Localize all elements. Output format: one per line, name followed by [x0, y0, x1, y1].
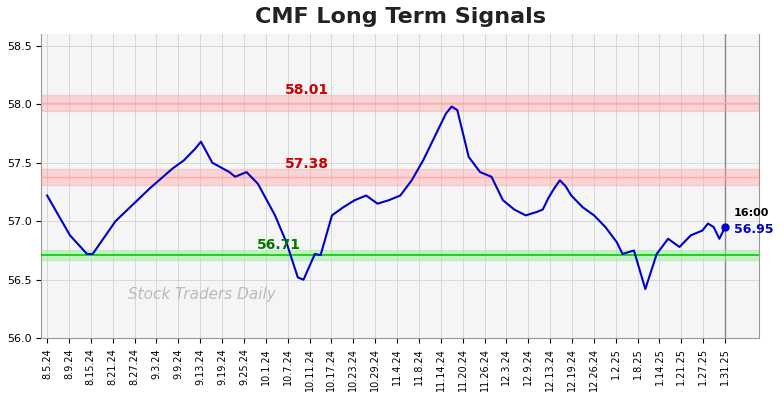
Text: 56.71: 56.71 [256, 238, 300, 252]
Bar [42, 169, 759, 185]
Text: 16:00: 16:00 [734, 208, 769, 218]
Bar [42, 95, 759, 111]
Text: Stock Traders Daily: Stock Traders Daily [128, 287, 275, 302]
Bar [42, 250, 759, 260]
Text: 56.95: 56.95 [734, 223, 773, 236]
Text: 58.01: 58.01 [285, 83, 329, 97]
Title: CMF Long Term Signals: CMF Long Term Signals [255, 7, 546, 27]
Text: 57.38: 57.38 [285, 157, 329, 171]
